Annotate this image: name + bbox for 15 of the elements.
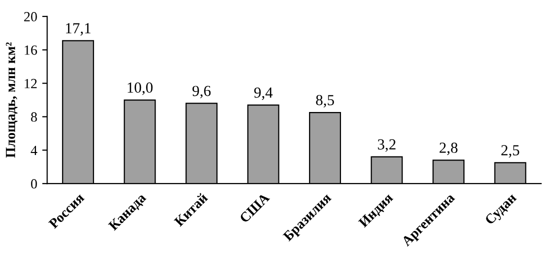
- data-label: 2,5: [501, 145, 520, 158]
- y-tick-label: 16: [24, 45, 38, 55]
- data-label: 3,2: [378, 139, 396, 152]
- data-label: 17,1: [66, 23, 90, 36]
- data-label: 8,5: [316, 94, 334, 108]
- data-label: 9,6: [192, 86, 211, 98]
- y-axis-title: Площадь, млн км²: [6, 42, 18, 158]
- y-tick-label: 4: [30, 146, 38, 155]
- y-tick-label: 0: [31, 179, 37, 189]
- data-label: 9,4: [254, 87, 273, 100]
- y-tick-label: 20: [24, 12, 37, 22]
- y-tick-label: 8: [31, 112, 37, 122]
- y-tick-label: 12: [24, 78, 37, 88]
- data-label: 2,8: [440, 142, 458, 156]
- data-label: 10,0: [128, 82, 153, 95]
